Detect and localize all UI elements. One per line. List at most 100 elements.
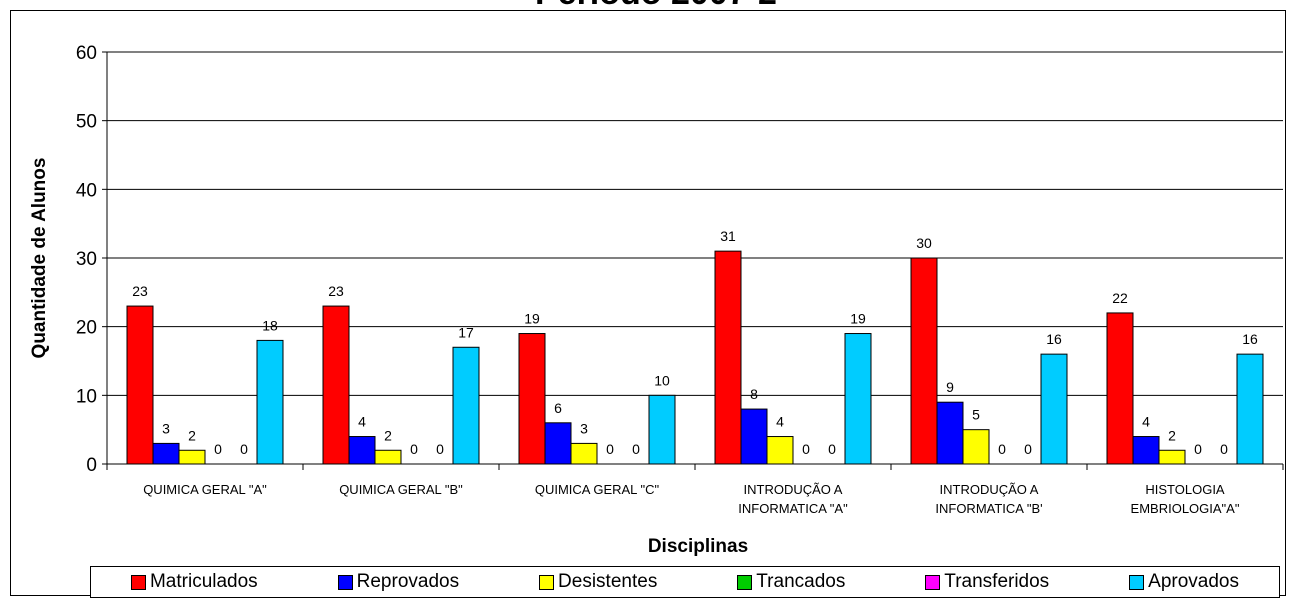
bar-reprovados bbox=[740, 408, 768, 465]
data-label: 23 bbox=[328, 283, 344, 299]
data-label: 4 bbox=[776, 414, 784, 430]
bar-aprovados bbox=[256, 339, 284, 465]
bar-aprovados bbox=[452, 346, 480, 465]
data-label: 0 bbox=[1024, 441, 1032, 457]
data-label: 3 bbox=[162, 420, 170, 436]
x-tick-label: QUIMICA GERAL "C" bbox=[535, 482, 660, 497]
y-axis-label: Quantidade de Alunos bbox=[29, 158, 50, 359]
data-label: 2 bbox=[1168, 427, 1176, 443]
legend-item-trancados: Trancados bbox=[737, 571, 845, 593]
data-label: 22 bbox=[1112, 290, 1128, 306]
bar-reprovados bbox=[544, 422, 572, 465]
y-tick-label: 20 bbox=[76, 318, 97, 339]
legend: Matriculados Reprovados Desistentes Trancad… bbox=[90, 566, 1280, 598]
x-tick-labels: QUIMICA GERAL "A" QUIMICA GERAL "B" QUIMIC… bbox=[143, 482, 1240, 516]
x-tick-label: INFORMATICA "A" bbox=[738, 501, 848, 516]
bar-desistentes bbox=[1158, 449, 1186, 465]
bar-aprovados bbox=[844, 333, 872, 465]
data-label: 0 bbox=[1194, 441, 1202, 457]
y-tick-label: 50 bbox=[76, 112, 97, 133]
y-tick-label: 40 bbox=[76, 180, 97, 201]
legend-swatch bbox=[130, 574, 146, 590]
bar-matriculados bbox=[1106, 312, 1134, 465]
x-tick-label: INFORMATICA "B' bbox=[935, 501, 1042, 516]
data-label: 3 bbox=[580, 420, 588, 436]
bar-desistentes bbox=[374, 449, 402, 465]
bar-matriculados bbox=[910, 257, 938, 465]
bar-reprovados bbox=[1132, 436, 1160, 465]
legend-swatch bbox=[337, 574, 353, 590]
bar-matriculados bbox=[518, 333, 546, 465]
bar-matriculados bbox=[126, 305, 154, 465]
legend-label: Reprovados bbox=[356, 571, 460, 592]
legend-item-reprovados: Reprovados bbox=[337, 571, 460, 593]
data-label: 10 bbox=[654, 372, 670, 388]
y-tick-label: 30 bbox=[76, 249, 97, 270]
bar-desistentes bbox=[766, 436, 794, 465]
legend-label: Transferidos bbox=[944, 571, 1050, 592]
data-label: 0 bbox=[606, 441, 614, 457]
x-tick-label: EMBRIOLOGIA"A" bbox=[1131, 501, 1240, 516]
legend-label: Aprovados bbox=[1148, 571, 1239, 592]
x-tick-label: INTRODUÇÃO A bbox=[744, 482, 843, 497]
legend-item-aprovados: Aprovados bbox=[1129, 571, 1239, 593]
data-label: 16 bbox=[1046, 331, 1062, 347]
bar-desistentes bbox=[178, 449, 206, 465]
gridlines bbox=[107, 51, 1283, 396]
data-label: 0 bbox=[1220, 441, 1228, 457]
bar-aprovados bbox=[648, 394, 676, 465]
bar-reprovados bbox=[348, 436, 376, 465]
x-axis-label: Disciplinas bbox=[648, 536, 748, 557]
bar-reprovados bbox=[936, 401, 964, 465]
data-label: 31 bbox=[720, 228, 736, 244]
data-label: 4 bbox=[1142, 414, 1150, 430]
legend-label: Matriculados bbox=[149, 571, 258, 592]
data-label: 0 bbox=[802, 441, 810, 457]
bar-matriculados bbox=[322, 305, 350, 465]
x-tick-label: QUIMICA GERAL "B" bbox=[339, 482, 463, 497]
bar-desistentes bbox=[570, 442, 598, 465]
bar-reprovados bbox=[152, 442, 180, 465]
data-label: 0 bbox=[240, 441, 248, 457]
data-label: 8 bbox=[750, 386, 758, 402]
legend-item-transferidos: Transferidos bbox=[925, 571, 1049, 593]
legend-swatch bbox=[1129, 574, 1145, 590]
bar-aprovados bbox=[1040, 353, 1068, 465]
y-tick-label: 0 bbox=[86, 455, 97, 476]
axes bbox=[102, 51, 1284, 470]
chart-title: º Período 2007-2 bbox=[0, 0, 1290, 13]
legend-swatch bbox=[737, 574, 753, 590]
legend-swatch bbox=[925, 574, 941, 590]
x-tick-label: HISTOLOGIA bbox=[1145, 482, 1225, 497]
data-label: 6 bbox=[554, 400, 562, 416]
y-tick-label: 60 bbox=[76, 43, 97, 64]
data-label: 9 bbox=[946, 379, 954, 395]
bar-desistentes bbox=[962, 429, 990, 465]
data-label: 18 bbox=[262, 317, 278, 333]
data-label: 0 bbox=[632, 441, 640, 457]
data-label: 16 bbox=[1242, 331, 1258, 347]
legend-label: Desistentes bbox=[558, 571, 658, 592]
legend-swatch bbox=[539, 574, 555, 590]
data-label: 0 bbox=[214, 441, 222, 457]
bar-matriculados bbox=[714, 250, 742, 465]
data-label: 19 bbox=[524, 311, 540, 327]
data-label: 0 bbox=[410, 441, 418, 457]
data-label: 17 bbox=[458, 324, 474, 340]
bars bbox=[126, 250, 1264, 465]
data-label: 0 bbox=[828, 441, 836, 457]
data-label: 2 bbox=[188, 427, 196, 443]
data-label: 2 bbox=[384, 427, 392, 443]
y-tick-label: 10 bbox=[76, 386, 97, 407]
data-label: 5 bbox=[972, 407, 980, 423]
legend-item-matriculados: Matriculados bbox=[130, 571, 258, 593]
x-tick-label: INTRODUÇÃO A bbox=[940, 482, 1039, 497]
data-label: 23 bbox=[132, 283, 148, 299]
data-label: 0 bbox=[436, 441, 444, 457]
data-label: 0 bbox=[998, 441, 1006, 457]
legend-label: Trancados bbox=[756, 571, 846, 592]
data-label: 30 bbox=[916, 235, 932, 251]
data-label: 19 bbox=[850, 311, 866, 327]
